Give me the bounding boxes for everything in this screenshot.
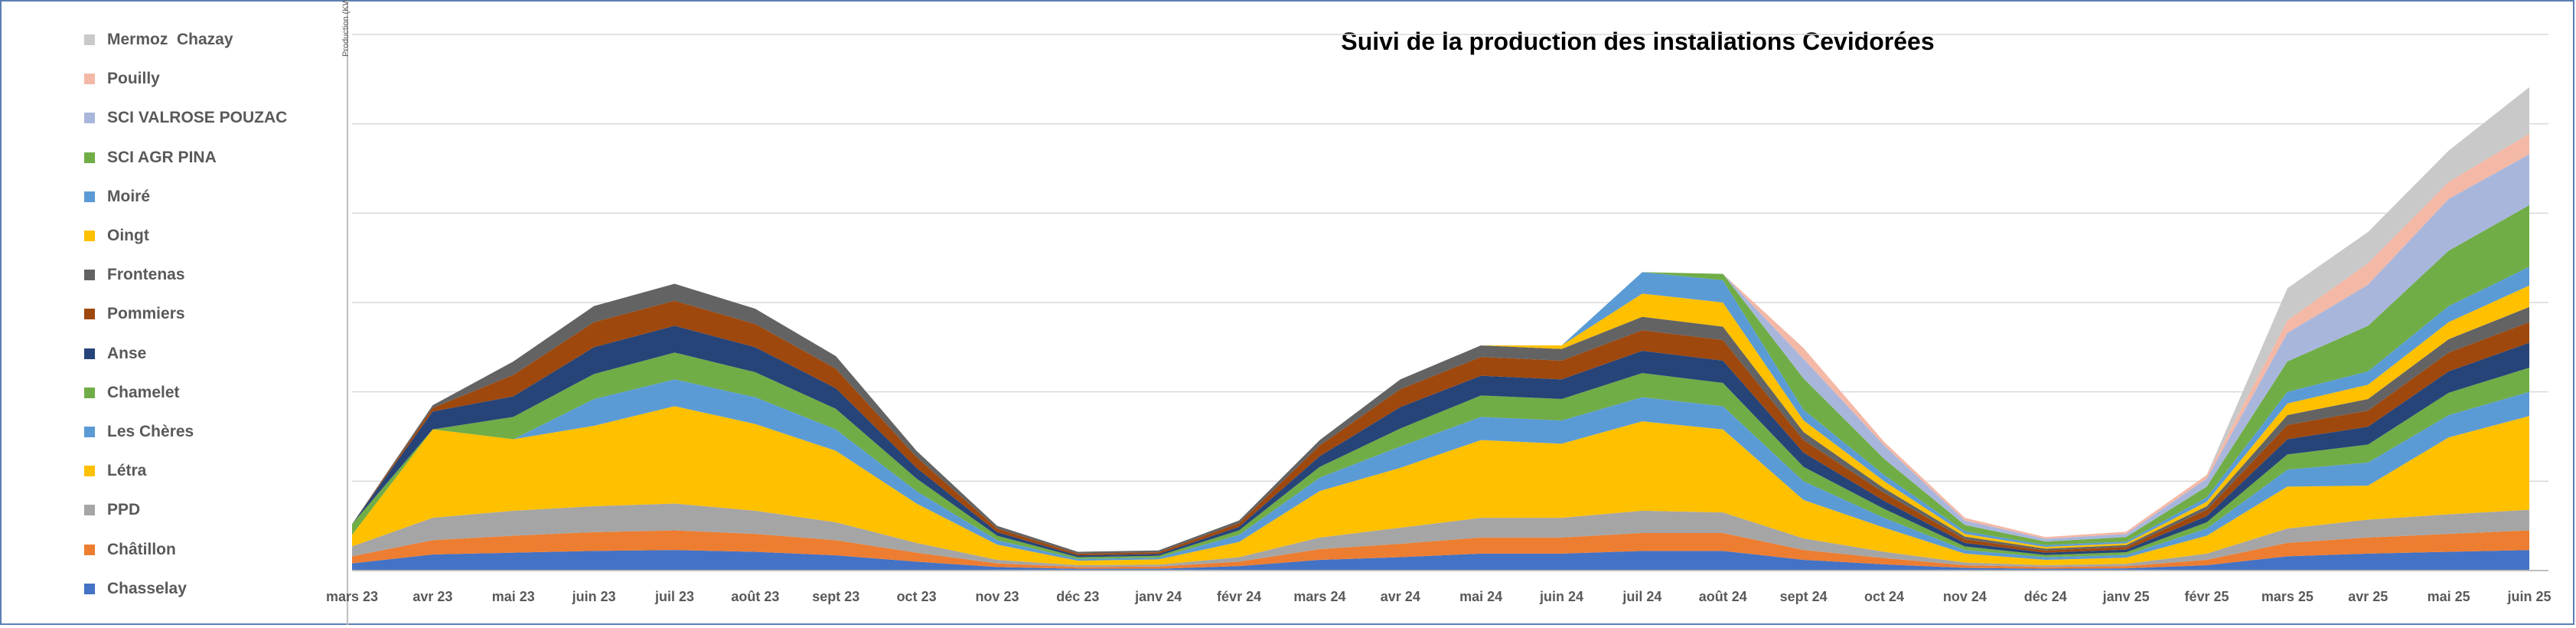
legend-item: Anse	[84, 342, 146, 365]
legend-label: Pouilly	[107, 70, 160, 88]
x-tick-label: juin 24	[1539, 589, 1583, 604]
legend-swatch	[84, 74, 95, 85]
legend-item: Châtillon	[84, 538, 176, 561]
legend: Mermoz Chazay Pouilly SCI VALROSE POUZAC SC…	[0, 0, 348, 625]
x-tick-label: mars 24	[1293, 589, 1345, 604]
legend-item: Les Chères	[84, 420, 194, 443]
legend-label: Frontenas	[107, 266, 185, 284]
x-tick-label: sept 24	[1780, 589, 1828, 604]
x-tick-label: juil 24	[1622, 589, 1661, 604]
area-series-3	[352, 503, 2529, 567]
x-tick-label: mai 25	[2428, 589, 2470, 604]
x-tick-label: sept 23	[812, 589, 859, 604]
legend-label: Mermoz Chazay	[107, 31, 233, 48]
area-series-4	[352, 406, 2529, 565]
legend-item: Oingt	[84, 224, 149, 247]
legend-item: Pommiers	[84, 303, 185, 325]
legend-item: Chasselay	[84, 577, 187, 600]
legend-label: PPD	[107, 501, 141, 519]
x-tick-label: avr 24	[1381, 589, 1420, 604]
x-tick-label: févr 24	[1217, 589, 1261, 604]
legend-item: Pouilly	[84, 67, 160, 90]
area-series-2	[352, 530, 2529, 569]
legend-label: Oingt	[107, 227, 149, 244]
x-tick-label: oct 24	[1864, 589, 1904, 604]
x-tick-label: févr 25	[2184, 589, 2229, 604]
legend-swatch	[84, 309, 95, 320]
x-tick-label: déc 23	[1056, 589, 1099, 604]
legend-label: Chasselay	[107, 579, 187, 597]
legend-swatch	[84, 583, 95, 594]
legend-swatch	[84, 191, 95, 202]
legend-label: Anse	[107, 344, 147, 362]
x-tick-label: avr 25	[2348, 589, 2388, 604]
legend-item: PPD	[84, 499, 140, 522]
legend-swatch	[84, 505, 95, 516]
legend-item: SCI VALROSE POUZAC	[84, 106, 287, 129]
legend-item: Chamelet	[84, 381, 180, 404]
legend-swatch	[84, 34, 95, 45]
chart-title: Suivi de la production des installations…	[1341, 28, 1935, 55]
legend-label: Moiré	[107, 187, 151, 205]
x-tick-label: mars 23	[326, 589, 378, 604]
legend-item: Moiré	[84, 185, 150, 208]
legend-swatch	[84, 348, 95, 359]
x-tick-label: janv 24	[1134, 589, 1182, 604]
legend-swatch	[84, 544, 95, 555]
legend-item: Mermoz Chazay	[84, 28, 233, 51]
x-tick-label: août 23	[731, 589, 779, 604]
x-tick-label: déc 24	[2024, 589, 2067, 604]
x-tick-label: mai 24	[1459, 589, 1502, 604]
x-tick-label: oct 23	[897, 589, 937, 604]
x-tick-label: juin 23	[572, 589, 616, 604]
x-tick-label: nov 24	[1943, 589, 1987, 604]
x-tick-label: janv 25	[2102, 589, 2150, 604]
legend-label: SCI AGR PINA	[107, 148, 217, 166]
legend-label: Létra	[107, 462, 147, 480]
legend-swatch	[84, 231, 95, 241]
x-tick-label: juil 23	[654, 589, 694, 604]
legend-label: Pommiers	[107, 305, 185, 323]
legend-swatch	[84, 152, 95, 163]
legend-swatch	[84, 427, 95, 437]
x-tick-label: avr 23	[412, 589, 452, 604]
legend-label: SCI VALROSE POUZAC	[107, 109, 288, 127]
x-tick-label: juin 25	[2506, 589, 2551, 604]
legend-label: Châtillon	[107, 540, 176, 558]
x-tick-label: nov 23	[975, 589, 1019, 604]
legend-swatch	[84, 387, 95, 398]
legend-swatch	[84, 466, 95, 477]
legend-swatch	[84, 113, 95, 124]
legend-label: Chamelet	[107, 383, 180, 401]
legend-item: Létra	[84, 460, 146, 482]
x-tick-label: mars 25	[2261, 589, 2314, 604]
legend-swatch	[84, 270, 95, 281]
legend-label: Les Chères	[107, 423, 194, 440]
area-series-1	[352, 550, 2529, 571]
x-tick-label: août 24	[1699, 589, 1747, 604]
x-tick-label: mai 23	[492, 589, 535, 604]
legend-item: SCI AGR PINA	[84, 146, 217, 169]
legend-item: Frontenas	[84, 263, 185, 286]
